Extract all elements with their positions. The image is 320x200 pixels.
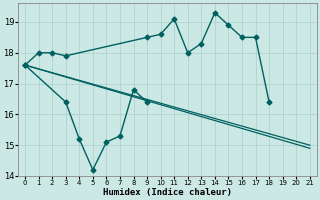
X-axis label: Humidex (Indice chaleur): Humidex (Indice chaleur) xyxy=(103,188,232,197)
